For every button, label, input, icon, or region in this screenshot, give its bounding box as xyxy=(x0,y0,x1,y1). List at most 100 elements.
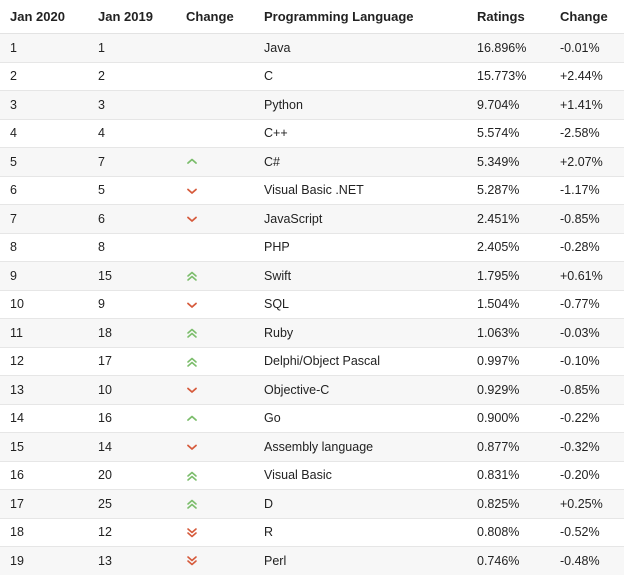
rank-jan-2019: 14 xyxy=(98,432,186,461)
table-row: 10 9 SQL 1.504% -0.77% xyxy=(0,289,624,319)
trend xyxy=(186,517,264,547)
trend xyxy=(186,61,264,91)
chevron-up-icon xyxy=(186,156,198,168)
rating-change: +0.61% xyxy=(560,261,624,290)
chevron-down-icon xyxy=(186,213,198,225)
rank-jan-2019: 20 xyxy=(98,460,186,490)
rank-jan-2020: 12 xyxy=(0,346,98,376)
language-name: C xyxy=(264,61,477,91)
double-chevron-down-icon xyxy=(186,555,198,567)
rating-change: -0.22% xyxy=(560,403,624,433)
rating-value: 5.287% xyxy=(477,175,560,205)
header-rating-change[interactable]: Change xyxy=(560,0,624,34)
language-name: C++ xyxy=(264,118,477,148)
language-name: C# xyxy=(264,147,477,176)
rating-change: -0.52% xyxy=(560,517,624,547)
trend xyxy=(186,489,264,518)
rating-value: 0.831% xyxy=(477,460,560,490)
trend xyxy=(186,375,264,404)
language-name: Visual Basic .NET xyxy=(264,175,477,205)
rating-change: -0.20% xyxy=(560,460,624,490)
language-name: PHP xyxy=(264,232,477,262)
table-row: 3 3 Python 9.704% +1.41% xyxy=(0,90,624,119)
language-name: SQL xyxy=(264,289,477,319)
rating-value: 2.451% xyxy=(477,204,560,233)
header-jan-2019[interactable]: Jan 2019 xyxy=(98,0,186,34)
language-name: Python xyxy=(264,90,477,119)
table-row: 1 1 Java 16.896% -0.01% xyxy=(0,33,624,62)
rank-jan-2019: 15 xyxy=(98,261,186,290)
header-programming-language[interactable]: Programming Language xyxy=(264,0,477,34)
rank-jan-2020: 16 xyxy=(0,460,98,490)
language-name: R xyxy=(264,517,477,547)
rating-value: 0.808% xyxy=(477,517,560,547)
trend xyxy=(186,318,264,347)
rank-jan-2019: 4 xyxy=(98,118,186,148)
table-row: 16 20 Visual Basic 0.831% -0.20% xyxy=(0,460,624,490)
trend xyxy=(186,90,264,119)
table-row: 8 8 PHP 2.405% -0.28% xyxy=(0,232,624,262)
trend xyxy=(186,289,264,319)
rating-value: 2.405% xyxy=(477,232,560,262)
rating-change: -0.32% xyxy=(560,432,624,461)
language-name: Ruby xyxy=(264,318,477,347)
rank-jan-2019: 7 xyxy=(98,147,186,176)
rank-jan-2019: 6 xyxy=(98,204,186,233)
rating-value: 1.063% xyxy=(477,318,560,347)
rating-change: -0.77% xyxy=(560,289,624,319)
language-name: Perl xyxy=(264,546,477,575)
rank-jan-2020: 6 xyxy=(0,175,98,205)
table-row: 15 14 Assembly language 0.877% -0.32% xyxy=(0,432,624,461)
header-position-change[interactable]: Change xyxy=(186,0,264,34)
rank-jan-2020: 15 xyxy=(0,432,98,461)
rating-value: 5.574% xyxy=(477,118,560,148)
table-row: 7 6 JavaScript 2.451% -0.85% xyxy=(0,204,624,233)
rank-jan-2019: 9 xyxy=(98,289,186,319)
rank-jan-2019: 17 xyxy=(98,346,186,376)
rating-value: 16.896% xyxy=(477,33,560,62)
chevron-down-icon xyxy=(186,384,198,396)
rating-change: -1.17% xyxy=(560,175,624,205)
chevron-up-icon xyxy=(186,413,198,425)
rank-jan-2019: 2 xyxy=(98,61,186,91)
trend xyxy=(186,403,264,433)
double-chevron-up-icon xyxy=(186,327,198,339)
trend xyxy=(186,175,264,205)
trend xyxy=(186,460,264,490)
trend xyxy=(186,232,264,262)
language-name: Objective-C xyxy=(264,375,477,404)
rank-jan-2020: 1 xyxy=(0,33,98,62)
trend xyxy=(186,33,264,62)
double-chevron-up-icon xyxy=(186,498,198,510)
double-chevron-up-icon xyxy=(186,470,198,482)
rating-change: +2.07% xyxy=(560,147,624,176)
language-name: Go xyxy=(264,403,477,433)
rank-jan-2020: 11 xyxy=(0,318,98,347)
rank-jan-2020: 10 xyxy=(0,289,98,319)
table-row: 19 13 Perl 0.746% -0.48% xyxy=(0,546,624,575)
rating-change: -0.03% xyxy=(560,318,624,347)
table-row: 13 10 Objective-C 0.929% -0.85% xyxy=(0,375,624,404)
language-name: Java xyxy=(264,33,477,62)
language-name: Assembly language xyxy=(264,432,477,461)
trend xyxy=(186,346,264,376)
table-row: 11 18 Ruby 1.063% -0.03% xyxy=(0,318,624,347)
double-chevron-up-icon xyxy=(186,270,198,282)
trend xyxy=(186,147,264,176)
trend xyxy=(186,546,264,575)
rating-value: 0.825% xyxy=(477,489,560,518)
rating-change: -2.58% xyxy=(560,118,624,148)
rank-jan-2020: 5 xyxy=(0,147,98,176)
rank-jan-2020: 9 xyxy=(0,261,98,290)
rating-change: -0.85% xyxy=(560,204,624,233)
table-body: 1 1 Java 16.896% -0.01% 2 2 C 15.773% +2.44% 3 3 Pyt… xyxy=(0,33,624,575)
header-jan-2020[interactable]: Jan 2020 xyxy=(0,0,98,34)
trend xyxy=(186,432,264,461)
rating-value: 15.773% xyxy=(477,61,560,91)
rank-jan-2019: 16 xyxy=(98,403,186,433)
rank-jan-2020: 18 xyxy=(0,517,98,547)
trend xyxy=(186,118,264,148)
rank-jan-2019: 13 xyxy=(98,546,186,575)
chevron-down-icon xyxy=(186,299,198,311)
header-ratings[interactable]: Ratings xyxy=(477,0,560,34)
